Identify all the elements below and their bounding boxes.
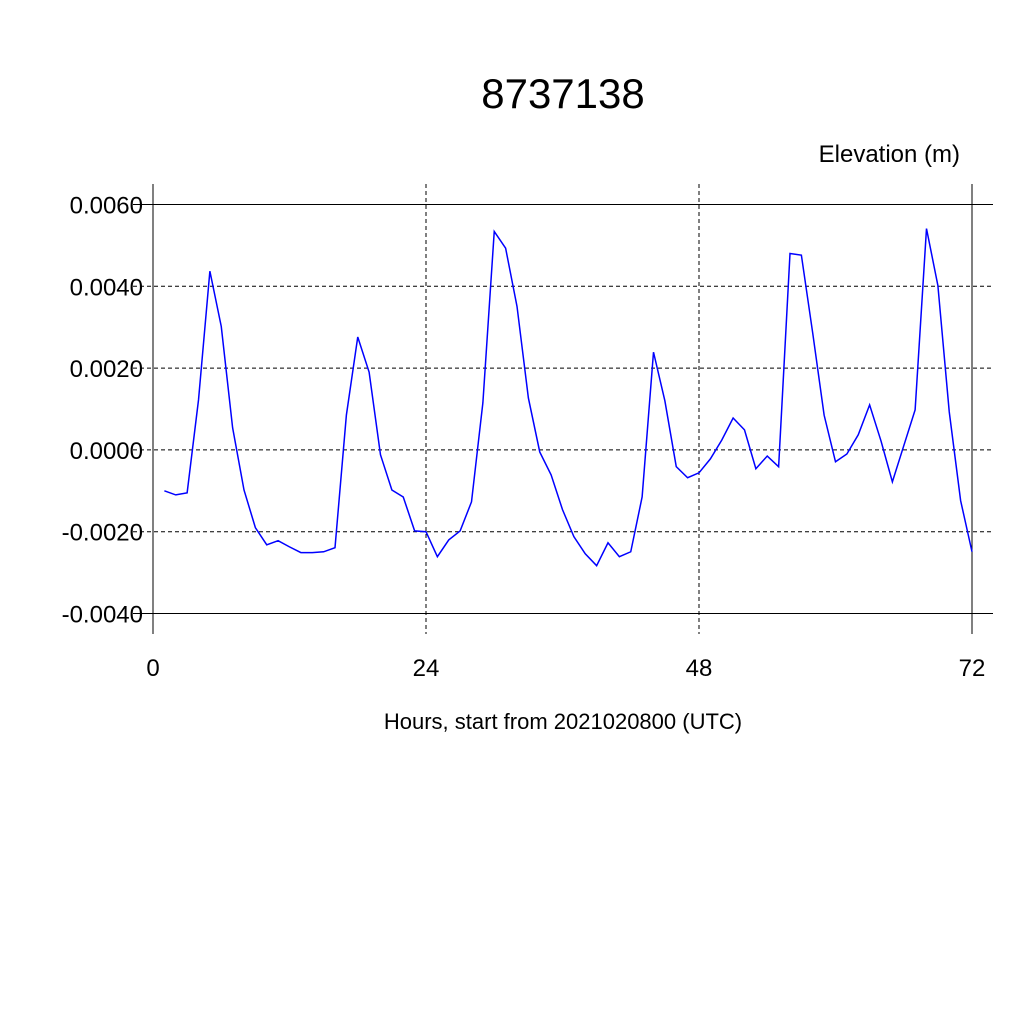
x-axis-label: Hours, start from 2021020800 (UTC) bbox=[384, 709, 742, 734]
y-tick-label: 0.0020 bbox=[70, 356, 143, 383]
x-tick-label: 24 bbox=[413, 655, 440, 682]
x-tick-label: 48 bbox=[686, 655, 713, 682]
y-tick-label: 0.0060 bbox=[70, 192, 143, 219]
x-tick-label: 0 bbox=[146, 655, 159, 682]
y-tick-label: -0.0040 bbox=[62, 602, 143, 629]
y-axis-label: Elevation (m) bbox=[819, 141, 960, 168]
chart-title: 8737138 bbox=[481, 70, 645, 117]
data-line bbox=[164, 228, 973, 567]
y-tick-label: 0.0000 bbox=[70, 438, 143, 465]
x-tick-label: 72 bbox=[959, 655, 986, 682]
y-tick-label: 0.0040 bbox=[70, 274, 143, 301]
y-tick-label: -0.0020 bbox=[62, 520, 143, 547]
